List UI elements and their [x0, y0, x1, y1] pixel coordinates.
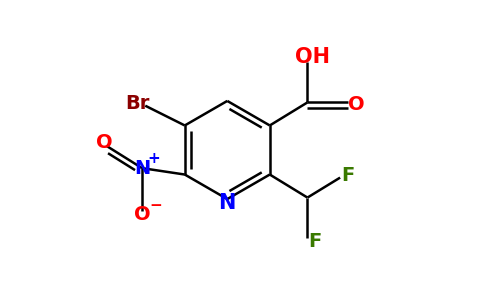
Text: F: F — [341, 166, 354, 185]
Text: +: + — [148, 151, 160, 166]
Text: OH: OH — [295, 47, 330, 67]
Text: O: O — [348, 95, 365, 114]
Text: −: − — [149, 198, 162, 213]
Text: O: O — [134, 205, 151, 224]
Text: N: N — [134, 159, 150, 178]
Text: Br: Br — [126, 94, 150, 113]
Text: O: O — [96, 133, 113, 152]
Text: F: F — [308, 232, 321, 251]
Text: N: N — [219, 193, 236, 212]
